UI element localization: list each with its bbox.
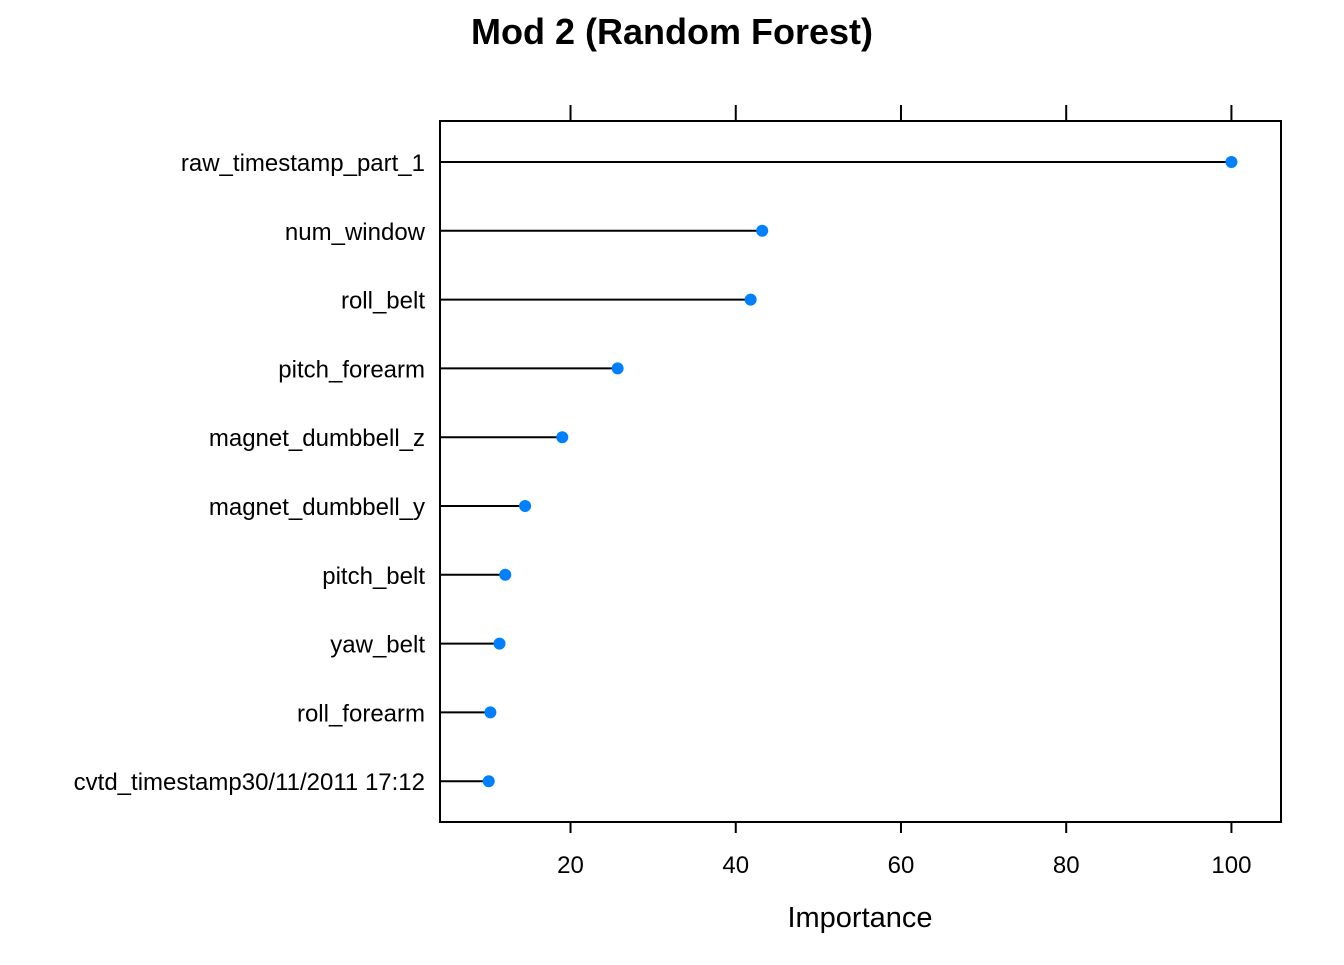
category-label: roll_forearm [297, 700, 425, 727]
x-tick-label: 40 [722, 852, 749, 879]
importance-point [519, 500, 532, 512]
x-tick-label: 80 [1053, 852, 1080, 879]
importance-point [756, 224, 769, 237]
category-label: pitch_belt [322, 563, 425, 590]
category-label: magnet_dumbbell_y [209, 494, 425, 521]
plot-frame [439, 120, 1282, 823]
category-labels: raw_timestamp_part_1 num_window roll_beltp… [74, 150, 426, 796]
importance-point [493, 637, 506, 650]
category-label: cvtd_timestamp30/11/2011 17:12 [74, 769, 425, 796]
importance-point [482, 775, 495, 788]
category-label: raw_timestamp_part_1 [181, 150, 425, 177]
x-tick-label: 100 [1211, 852, 1251, 879]
x-axis-ticks: 20 40 60 80 100 [557, 105, 1251, 879]
x-axis-label: Importance [787, 902, 932, 934]
importance-point [1225, 156, 1238, 168]
category-label: yaw_belt [330, 632, 425, 659]
category-label: num_window [285, 219, 426, 246]
importance-point [556, 431, 569, 444]
chart-title: Mod 2 (Random Forest) [471, 11, 873, 52]
category-label: pitch_forearm [278, 356, 425, 383]
importance-point [611, 362, 624, 375]
stems [440, 161, 1232, 783]
points [482, 156, 1238, 788]
importance-point [744, 293, 757, 306]
x-tick-label: 60 [888, 852, 915, 879]
category-label: magnet_dumbbell_z [209, 425, 425, 452]
category-label: roll_belt [341, 288, 425, 315]
x-tick-label: 20 [557, 852, 584, 879]
importance-point [484, 706, 497, 719]
importance-point [499, 568, 512, 581]
